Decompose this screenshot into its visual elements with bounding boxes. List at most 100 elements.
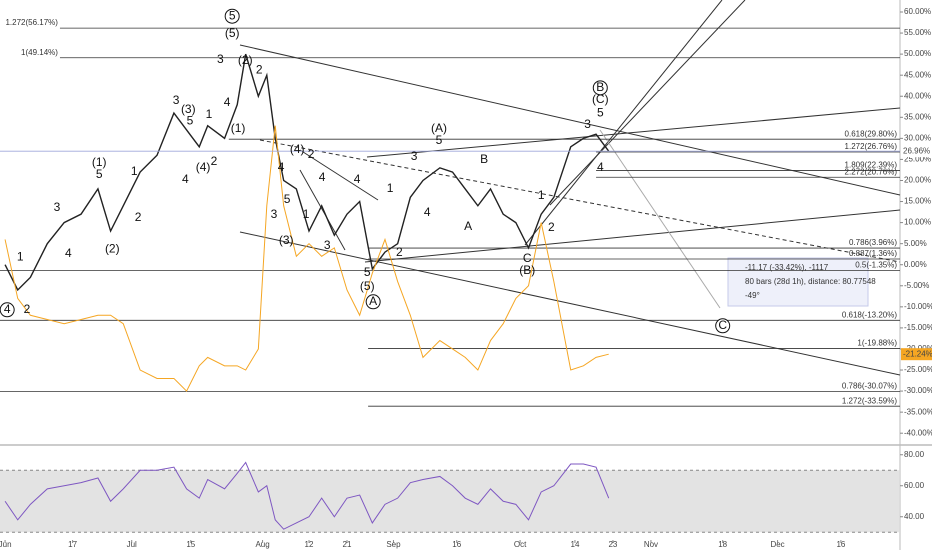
wave-label: (2): [105, 242, 120, 256]
wave-label: 3: [411, 149, 418, 163]
wave-label: 4: [4, 302, 11, 316]
series-line: [4, 53, 610, 292]
x-tick-label: Jun: [0, 540, 12, 549]
wave-label: 2: [256, 62, 263, 76]
rsi-band: [0, 470, 900, 533]
y-tick-label: 20.00%: [904, 176, 931, 185]
fib-label: 1.809(22.39%): [845, 161, 898, 170]
trendline: [364, 209, 901, 263]
fib-label: 0.618(29.80%): [845, 129, 898, 138]
y-tick-label: 25.00%: [904, 155, 931, 164]
wave-label: 3: [217, 52, 224, 66]
x-tick-label: Sep: [386, 540, 401, 549]
x-tick-label: Nov: [644, 540, 658, 549]
wave-label: (1): [92, 155, 107, 169]
fib-label: 1(-19.88%): [857, 339, 897, 348]
wave-circle: [715, 318, 731, 334]
trendline: [524, 0, 723, 246]
wave-label: 2: [308, 147, 315, 161]
y-tick-label: -40.00%: [904, 428, 932, 437]
y-tick-label: -30.00%: [904, 386, 932, 395]
fib-label: 0.618(-13.20%): [842, 310, 897, 319]
fib-label: 0.786(3.96%): [849, 238, 897, 247]
y-tick-label: 45.00%: [904, 70, 931, 79]
wave-label: 5: [229, 8, 236, 22]
wave-label: 3: [54, 200, 61, 214]
x-tick-label: Dec: [770, 540, 784, 549]
y-tick-label: 0.00%: [904, 260, 927, 269]
x-tick-label: 12: [305, 540, 314, 549]
trendline: [366, 107, 901, 158]
wave-label: 1: [303, 207, 310, 221]
fib-label: 0.786(-30.07%): [842, 381, 897, 390]
wave-label: 4: [319, 170, 326, 184]
fib-label: 1.272(26.76%): [845, 142, 898, 151]
series-line: [4, 461, 610, 530]
wave-label: 4: [278, 160, 285, 174]
y-tick-label: 80.00: [904, 450, 925, 459]
y-tick-label: 55.00%: [904, 28, 931, 37]
fib-label: 1.272(-33.59%): [842, 396, 897, 405]
wave-label: 5: [597, 105, 604, 119]
x-tick-label: 18: [718, 540, 727, 549]
y-tick-label: -25.00%: [904, 365, 932, 374]
wave-label: 3: [173, 93, 180, 107]
wave-label: 1: [387, 181, 394, 195]
wave-label: (A): [431, 121, 447, 135]
trendline: [549, 0, 746, 206]
trendline: [299, 149, 379, 201]
wave-label: 1: [206, 107, 213, 121]
trendline: [239, 231, 901, 376]
y-tick-label: 50.00%: [904, 49, 931, 58]
wave-label: 4: [424, 205, 431, 219]
wave-label: 1: [538, 188, 545, 202]
x-tick-label: Aug: [255, 540, 269, 549]
wave-label: (5): [225, 26, 240, 40]
wave-label: (3): [279, 233, 294, 247]
x-tick-label: 16: [452, 540, 461, 549]
wave-label: (2): [238, 53, 253, 67]
y-tick-label: 5.00%: [904, 239, 927, 248]
wave-circle: [592, 80, 608, 96]
wave-label: 4: [65, 246, 72, 260]
wave-label: 5: [284, 192, 291, 206]
trendlines: [239, 0, 901, 376]
wave-label: A: [464, 219, 472, 233]
fib-label: 1.272(56.17%): [5, 18, 58, 27]
fib-label: 0.5(-1.35%): [855, 261, 897, 270]
fib-label: 0.887(1.36%): [849, 249, 897, 258]
measure-text: 80 bars (28d 1h), distance: 80.77548: [745, 277, 876, 286]
measure-line: [599, 129, 721, 309]
measure-box: [727, 257, 869, 307]
wave-label: 2: [24, 302, 31, 316]
wave-label: (4): [290, 142, 305, 156]
fib-label: 2.272(20.76%): [845, 167, 898, 176]
price-tag: [901, 348, 932, 361]
wave-label: 3: [324, 238, 331, 252]
wave-label: 4: [597, 160, 604, 174]
measure-text: -49°: [745, 291, 760, 300]
y-tick-label: -10.00%: [904, 302, 932, 311]
y-tick-label: -35.00%: [904, 407, 932, 416]
price-tag-label: -21.24%: [903, 349, 932, 358]
wave-circle: [365, 294, 381, 310]
series-line: [4, 125, 609, 392]
x-tick-label: 16: [836, 540, 845, 549]
y-tick-label: 40.00%: [904, 91, 931, 100]
wave-circle: [224, 8, 240, 24]
wave-label: B: [596, 80, 604, 94]
wave-label: 5: [364, 265, 371, 279]
x-tick-label: 17: [68, 540, 77, 549]
wave-label: 5: [436, 133, 443, 147]
wave-label: 2: [548, 220, 555, 234]
wave-label: 5: [187, 113, 194, 127]
trendline: [239, 44, 901, 196]
wave-label: 4: [354, 172, 361, 186]
wave-label: 1: [17, 250, 24, 264]
wave-label: 2: [396, 245, 403, 259]
measure-text: -11.17 (-33.42%), -1117: [745, 263, 829, 272]
wave-label: (C): [592, 92, 609, 106]
y-tick-label: -5.00%: [904, 281, 929, 290]
wave-label: C: [523, 251, 532, 265]
